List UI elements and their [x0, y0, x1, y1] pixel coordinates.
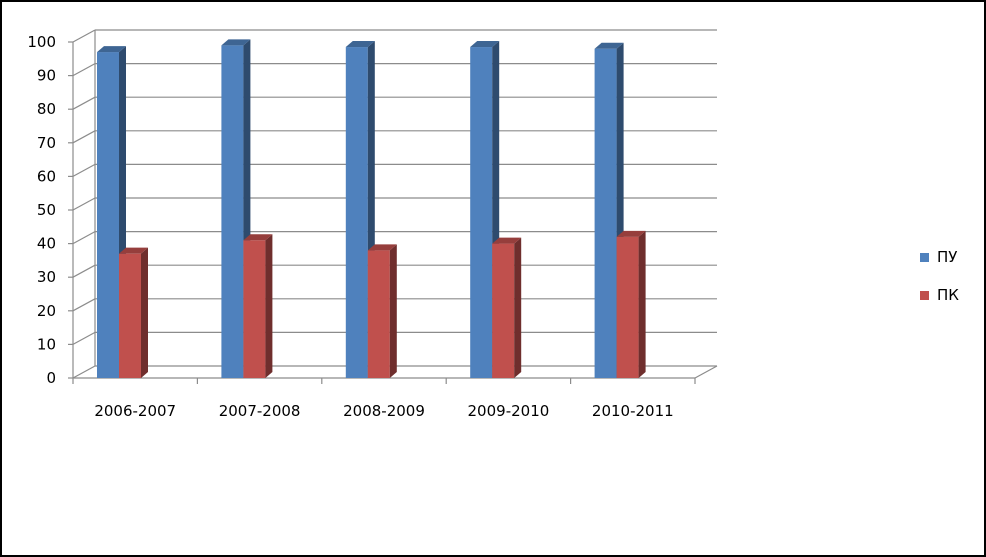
bar-top — [367, 244, 397, 251]
legend-swatch-pk — [920, 290, 929, 300]
y-tick-label: 50 — [37, 201, 56, 219]
legend-label-pk: ПК — [937, 286, 959, 304]
legend-swatch-pu — [920, 252, 929, 262]
y-tick-label: 90 — [37, 67, 56, 85]
bar-front — [367, 250, 390, 378]
gridline-depth — [72, 197, 96, 211]
x-tick-label: 2008-2009 — [343, 402, 425, 420]
gridline-depth — [72, 331, 96, 345]
y-tick-label: 80 — [37, 100, 56, 118]
bar-top — [97, 46, 126, 53]
x-tick-label: 2007-2008 — [219, 402, 301, 420]
bar — [367, 244, 397, 378]
bars — [97, 39, 646, 379]
legend: ПУ ПК — [920, 248, 980, 324]
y-tick-label: 20 — [37, 302, 56, 320]
y-tick-label: 40 — [37, 235, 56, 253]
bar-front — [97, 52, 119, 379]
bar-front — [616, 236, 639, 378]
gridline-depth — [72, 96, 96, 110]
bar — [243, 234, 273, 378]
bar-side — [141, 247, 148, 378]
y-tick-label: 0 — [46, 369, 56, 387]
x-tick-label: 2009-2010 — [468, 402, 550, 420]
bar-top — [221, 39, 251, 46]
gridline-depth — [72, 29, 96, 43]
gridline-depth — [72, 231, 96, 245]
y-tick-label: 100 — [27, 33, 56, 51]
bar-side — [389, 244, 397, 378]
x-axis-tick-labels: 2006-2007 2007-2008 2008-2009 2009-2010 2010… — [94, 402, 673, 420]
bar-side — [638, 230, 646, 378]
legend-item-pk: ПК — [920, 286, 980, 304]
gridline-depth — [72, 163, 96, 177]
bar-front — [345, 47, 368, 378]
bar-front — [470, 47, 493, 378]
floor-edge — [694, 365, 718, 379]
y-tick-label: 60 — [37, 167, 56, 185]
bar-top — [594, 42, 624, 49]
gridline-depth — [72, 63, 96, 77]
bar-front — [221, 45, 244, 379]
bar-top — [470, 41, 500, 48]
bar-top — [492, 237, 522, 244]
x-tick-label: 2010-2011 — [592, 402, 674, 420]
bar-top — [243, 234, 273, 241]
bar-front — [243, 240, 266, 378]
y-tick-label: 30 — [37, 268, 56, 286]
bar-side — [265, 234, 273, 378]
bar-front — [492, 243, 515, 378]
bar — [119, 247, 148, 378]
legend-item-pu: ПУ — [920, 248, 980, 266]
y-tick-label: 70 — [37, 134, 56, 152]
gridline-depth — [72, 365, 96, 379]
bar — [616, 230, 646, 378]
bar-front — [119, 253, 141, 378]
bar — [492, 237, 522, 378]
gridline-depth — [72, 264, 96, 278]
bar-top — [616, 230, 646, 237]
bar-top — [345, 41, 375, 48]
bar-top — [119, 247, 148, 254]
gridline-depth — [72, 130, 96, 144]
gridline-depth — [72, 298, 96, 312]
y-tick-label: 10 — [37, 335, 56, 353]
x-tick-label: 2006-2007 — [94, 402, 176, 420]
bar-side — [514, 237, 522, 378]
y-axis-tick-labels: 0 10 20 30 40 50 60 70 80 90 100 — [27, 33, 56, 387]
legend-label-pu: ПУ — [937, 248, 958, 266]
bar-front — [594, 48, 617, 378]
